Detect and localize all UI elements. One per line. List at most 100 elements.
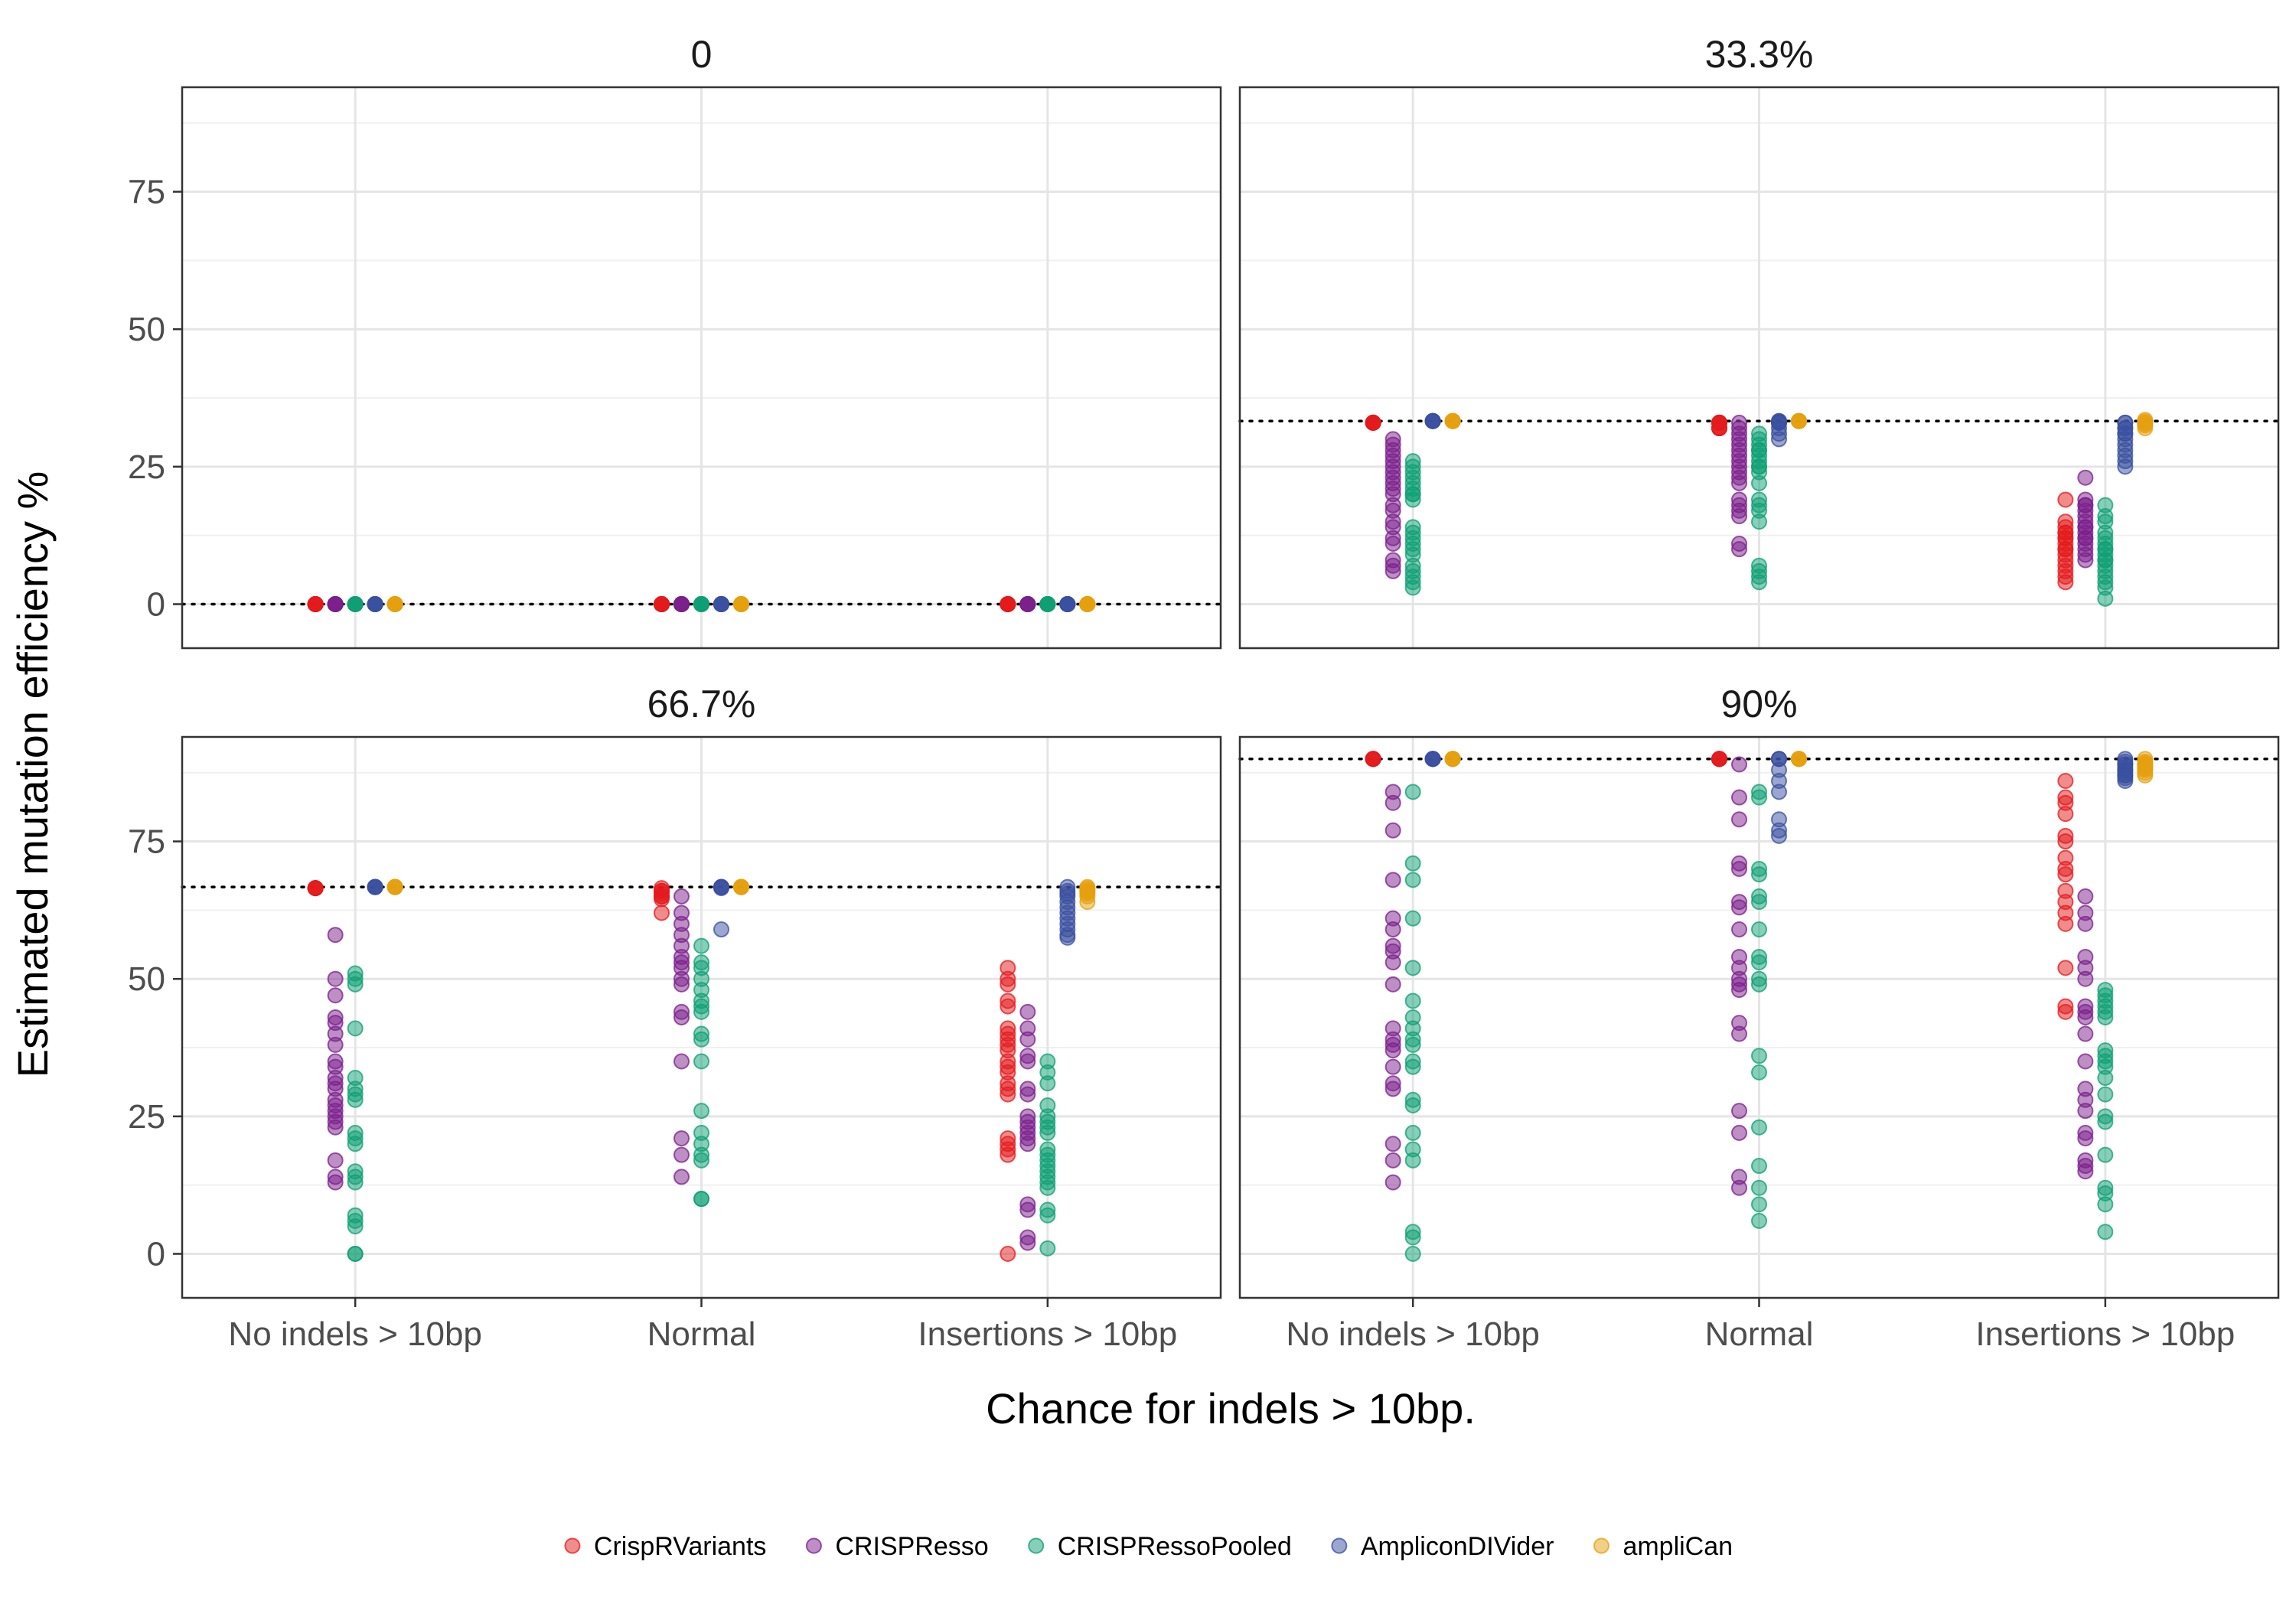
data-point bbox=[1039, 1207, 1056, 1224]
data-point bbox=[1384, 1136, 1401, 1152]
data-point bbox=[2077, 1130, 2094, 1147]
data-point bbox=[1751, 1196, 1767, 1213]
legend-swatch bbox=[1593, 1537, 1609, 1554]
data-point bbox=[367, 596, 383, 613]
data-point bbox=[673, 888, 690, 905]
data-point bbox=[2077, 1009, 2094, 1025]
legend-swatch bbox=[1331, 1537, 1348, 1554]
data-point bbox=[713, 880, 729, 897]
series-CrispRVariants bbox=[307, 880, 1016, 1263]
data-point bbox=[2077, 552, 2094, 569]
data-point bbox=[1000, 976, 1016, 993]
series-AmpliconDIVider bbox=[367, 878, 1076, 946]
data-point bbox=[1731, 508, 1747, 525]
data-point bbox=[1404, 579, 1421, 596]
series-AmpliconDIVider bbox=[1424, 412, 2134, 475]
data-point bbox=[1751, 442, 1767, 458]
data-point bbox=[327, 987, 344, 1004]
data-point bbox=[1059, 596, 1076, 613]
data-point bbox=[713, 921, 729, 938]
data-point bbox=[1404, 1036, 1421, 1053]
x-tick-label: Normal bbox=[647, 1315, 756, 1353]
data-point bbox=[654, 596, 670, 613]
data-point bbox=[1404, 784, 1421, 800]
data-point bbox=[1751, 458, 1767, 475]
x-tick-label: Insertions > 10bp bbox=[918, 1315, 1177, 1353]
series-ampliCan bbox=[386, 878, 1096, 911]
data-point bbox=[1019, 1136, 1036, 1152]
data-point bbox=[1365, 414, 1381, 431]
x-tick-label: No indels > 10bp bbox=[228, 1315, 481, 1353]
panel-title: 90% bbox=[1720, 683, 1797, 725]
data-point bbox=[1424, 751, 1441, 768]
data-point bbox=[1751, 1048, 1767, 1064]
data-point bbox=[1384, 976, 1401, 993]
data-point bbox=[1404, 1246, 1421, 1263]
data-point bbox=[1771, 827, 1787, 844]
series-CRISPRessoPooled bbox=[1404, 784, 2114, 1263]
legend-item: CRISPResso bbox=[805, 1532, 989, 1561]
data-point bbox=[693, 596, 709, 613]
series-CRISPRessoPooled bbox=[347, 937, 1056, 1263]
data-point bbox=[1384, 1042, 1401, 1059]
data-point bbox=[1731, 1124, 1747, 1141]
data-point bbox=[347, 596, 364, 613]
data-point bbox=[2057, 1003, 2074, 1020]
data-point bbox=[1384, 1081, 1401, 1097]
panel-2: 33.3% bbox=[1238, 33, 2280, 650]
series-CRISPResso bbox=[1384, 756, 2094, 1196]
data-point bbox=[1384, 1174, 1401, 1191]
data-point bbox=[673, 1009, 690, 1025]
data-point bbox=[654, 905, 670, 921]
data-point bbox=[2097, 1086, 2114, 1103]
data-point bbox=[327, 1119, 344, 1136]
data-point bbox=[1731, 921, 1747, 938]
data-point bbox=[673, 596, 690, 613]
data-point bbox=[1751, 574, 1767, 591]
y-tick-label: 0 bbox=[147, 586, 165, 624]
legend-swatch bbox=[564, 1537, 581, 1554]
data-point bbox=[2137, 416, 2154, 432]
legend-label: CRISPResso bbox=[835, 1532, 988, 1561]
data-point bbox=[1384, 535, 1401, 552]
legend-swatch bbox=[1028, 1537, 1045, 1554]
data-point bbox=[367, 878, 383, 895]
data-point bbox=[1751, 474, 1767, 491]
data-point bbox=[347, 1091, 364, 1108]
data-point bbox=[1771, 751, 1787, 768]
data-point bbox=[1444, 751, 1461, 768]
legend-item: ampliCan bbox=[1593, 1532, 1733, 1561]
data-point bbox=[1751, 513, 1767, 530]
y-tick-label: 75 bbox=[128, 823, 165, 861]
legend-item: CrispRVariants bbox=[564, 1532, 766, 1561]
data-point bbox=[1751, 954, 1767, 971]
data-point bbox=[1404, 486, 1421, 503]
data-point bbox=[2117, 425, 2134, 442]
data-point bbox=[693, 1103, 709, 1120]
data-point bbox=[1731, 1103, 1747, 1120]
data-point bbox=[1791, 412, 1807, 429]
data-point bbox=[2097, 1070, 2114, 1087]
data-point bbox=[1751, 976, 1767, 993]
y-tick-label: 25 bbox=[128, 1098, 165, 1136]
data-point bbox=[673, 1169, 690, 1185]
panel-4: 90% No indels > 10bp Normal Insertions > 10… bbox=[1238, 683, 2280, 1353]
data-point bbox=[327, 1036, 344, 1053]
data-point bbox=[1039, 1179, 1056, 1196]
legend-label: ampliCan bbox=[1623, 1532, 1733, 1561]
data-point bbox=[1711, 420, 1727, 437]
data-point bbox=[2077, 469, 2094, 486]
data-point bbox=[1731, 982, 1747, 999]
data-point bbox=[2077, 530, 2094, 546]
legend: CrispRVariants CRISPResso CRISPRessoPooled… bbox=[564, 1532, 1733, 1561]
panel-title: 0 bbox=[691, 33, 713, 76]
data-point bbox=[327, 970, 344, 987]
data-point bbox=[2057, 541, 2074, 558]
panel-border bbox=[1238, 86, 2280, 650]
series-CrispRVariants bbox=[307, 596, 1016, 613]
x-tick-label: Normal bbox=[1705, 1315, 1814, 1353]
data-point bbox=[1404, 1097, 1421, 1113]
data-point bbox=[2097, 1146, 2114, 1163]
